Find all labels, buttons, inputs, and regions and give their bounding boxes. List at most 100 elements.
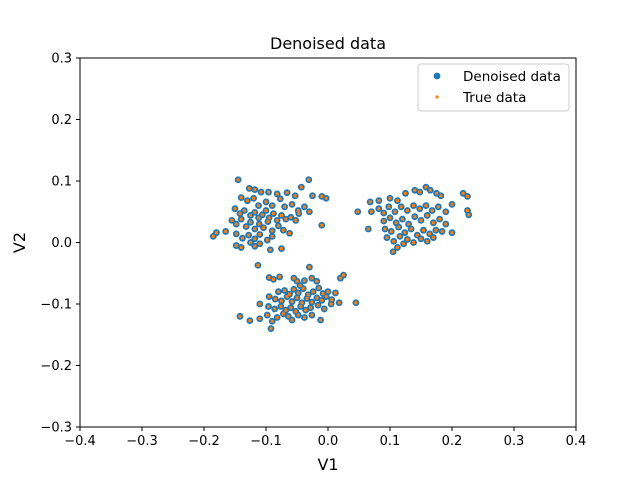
true-point bbox=[248, 319, 252, 323]
y-axis-label: V2 bbox=[10, 232, 29, 253]
y-tick-label: 0.1 bbox=[51, 175, 72, 190]
true-point bbox=[320, 223, 324, 227]
true-point bbox=[275, 218, 279, 222]
true-point bbox=[257, 204, 261, 208]
true-point bbox=[395, 245, 399, 249]
true-point bbox=[399, 205, 403, 209]
true-point bbox=[290, 202, 294, 206]
true-point bbox=[236, 178, 240, 182]
x-tick-label: 0.3 bbox=[504, 434, 525, 449]
true-point bbox=[290, 300, 294, 304]
true-point bbox=[294, 218, 298, 222]
true-point bbox=[239, 196, 243, 200]
true-point bbox=[305, 296, 309, 300]
true-point bbox=[267, 295, 271, 299]
chart-title: Denoised data bbox=[270, 34, 386, 53]
true-point bbox=[326, 290, 330, 294]
true-point bbox=[316, 303, 320, 307]
true-point bbox=[293, 194, 297, 198]
true-point bbox=[258, 233, 262, 237]
true-point bbox=[412, 241, 416, 244]
true-point bbox=[302, 316, 306, 320]
true-point bbox=[466, 194, 469, 198]
true-point bbox=[267, 276, 271, 280]
true-point bbox=[296, 313, 300, 317]
true-point bbox=[444, 210, 448, 214]
true-point bbox=[431, 236, 435, 240]
true-point bbox=[307, 265, 311, 269]
true-point bbox=[268, 248, 272, 252]
x-tick-label: 0.1 bbox=[380, 434, 401, 449]
true-point bbox=[317, 286, 321, 290]
true-point bbox=[299, 185, 303, 189]
x-tick-label: −0.3 bbox=[126, 434, 158, 449]
true-point bbox=[330, 298, 334, 302]
true-point bbox=[306, 293, 310, 297]
true-point bbox=[382, 211, 386, 215]
true-point bbox=[397, 225, 401, 229]
true-point bbox=[354, 301, 358, 305]
true-point bbox=[292, 276, 296, 280]
true-point bbox=[394, 221, 398, 225]
true-point bbox=[233, 207, 237, 211]
true-point bbox=[404, 191, 407, 195]
legend-marker-true bbox=[435, 95, 439, 99]
true-point bbox=[286, 314, 290, 318]
points-layer bbox=[209, 176, 473, 332]
y-tick-label: −0.2 bbox=[40, 359, 72, 374]
true-point bbox=[247, 186, 251, 190]
true-point bbox=[280, 299, 283, 303]
true-point bbox=[369, 210, 373, 214]
true-point bbox=[258, 242, 262, 246]
true-point bbox=[388, 216, 392, 220]
y-tick-label: −0.3 bbox=[40, 421, 72, 436]
true-point bbox=[264, 200, 268, 204]
true-point bbox=[435, 191, 438, 195]
true-point bbox=[366, 227, 370, 231]
x-axis: −0.4 −0.3 −0.2 −0.1 0.0 0.1 0.2 0.3 0.4 bbox=[64, 427, 586, 449]
true-point bbox=[270, 234, 274, 238]
x-tick-label: −0.2 bbox=[188, 434, 220, 449]
true-point bbox=[214, 231, 218, 235]
x-tick-label: 0.2 bbox=[442, 434, 463, 449]
true-point bbox=[418, 207, 422, 211]
true-point bbox=[270, 204, 274, 208]
true-point bbox=[224, 229, 228, 233]
true-point bbox=[428, 232, 432, 236]
true-point bbox=[395, 199, 399, 203]
true-point bbox=[280, 247, 283, 251]
true-point bbox=[245, 199, 249, 203]
true-point bbox=[296, 291, 300, 295]
true-point bbox=[247, 233, 251, 237]
y-tick-label: −0.1 bbox=[40, 298, 72, 313]
true-point bbox=[294, 309, 298, 313]
true-point bbox=[285, 191, 289, 195]
x-axis-label: V1 bbox=[317, 455, 338, 474]
true-point bbox=[253, 188, 257, 192]
true-point bbox=[253, 244, 257, 248]
x-tick-label: 0.4 bbox=[566, 434, 587, 449]
true-point bbox=[283, 288, 287, 292]
true-point bbox=[244, 225, 248, 229]
true-point bbox=[297, 212, 301, 216]
true-point bbox=[289, 215, 293, 219]
true-point bbox=[319, 318, 323, 322]
true-point bbox=[265, 238, 269, 242]
x-tick-label: −0.1 bbox=[250, 434, 282, 449]
true-point bbox=[234, 232, 238, 236]
true-point bbox=[382, 219, 386, 223]
true-point bbox=[234, 244, 238, 248]
true-point bbox=[415, 233, 419, 237]
true-point bbox=[280, 213, 283, 217]
true-point bbox=[392, 239, 396, 243]
true-point bbox=[444, 222, 448, 226]
true-point bbox=[304, 308, 308, 312]
true-point bbox=[239, 217, 243, 221]
true-point bbox=[275, 192, 279, 196]
true-point bbox=[259, 190, 263, 194]
true-point bbox=[413, 188, 417, 192]
true-point bbox=[412, 204, 416, 208]
true-point bbox=[311, 194, 314, 198]
true-point bbox=[383, 227, 387, 231]
true-point bbox=[307, 178, 311, 182]
